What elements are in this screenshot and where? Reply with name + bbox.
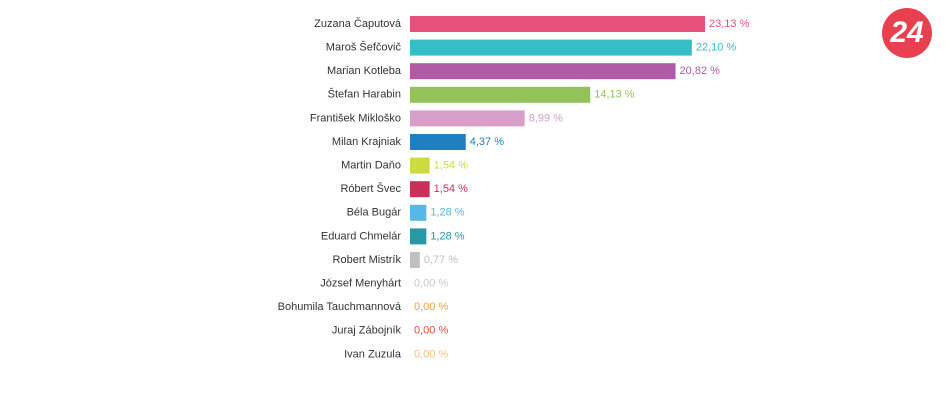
bar	[410, 228, 427, 245]
category-label: Zuzana Čaputová	[314, 17, 402, 30]
category-label: Maroš Šefčovič	[326, 41, 402, 54]
category-label: Milan Krajniak	[332, 136, 402, 148]
category-label: Eduard Chmelár	[321, 230, 401, 242]
value-label: 23,13 %	[709, 18, 750, 30]
bar	[410, 16, 705, 32]
value-label: 8,99 %	[529, 112, 563, 124]
value-label: 0,00 %	[414, 301, 448, 313]
value-label: 0,00 %	[414, 325, 448, 337]
bar	[410, 86, 591, 103]
value-label: 1,54 %	[434, 183, 468, 195]
value-label: 0,77 %	[424, 254, 458, 266]
value-label: 1,28 %	[430, 230, 464, 242]
logo: 24	[889, 16, 924, 49]
bar	[410, 181, 430, 198]
value-label: 22,10 %	[696, 42, 737, 54]
category-label: Béla Bugár	[347, 207, 402, 219]
category-label: Marian Kotleba	[327, 65, 402, 77]
category-label: Róbert Švec	[340, 182, 401, 195]
category-label: František Mikloško	[310, 112, 401, 124]
value-label: 0,00 %	[414, 278, 448, 290]
value-label: 0,00 %	[414, 348, 448, 360]
bar	[410, 134, 466, 150]
category-label: Štefan Harabin	[328, 88, 401, 101]
bar	[410, 39, 692, 56]
value-label: 1,28 %	[430, 207, 464, 219]
bar	[410, 110, 525, 127]
bar	[410, 252, 420, 268]
category-label: Bohumila Tauchmannová	[278, 301, 402, 313]
value-label: 14,13 %	[594, 89, 635, 101]
category-label: Robert Mistrík	[333, 254, 402, 266]
value-label: 4,37 %	[470, 136, 504, 148]
category-label: Martin Daňo	[341, 160, 401, 172]
category-label: Juraj Zábojník	[332, 325, 402, 337]
value-label: 20,82 %	[680, 65, 721, 77]
bar	[410, 157, 430, 174]
category-label: Ivan Zuzula	[344, 348, 402, 360]
category-label: József Menyhárt	[320, 278, 401, 290]
bar	[410, 63, 676, 80]
logo-badge	[882, 8, 932, 58]
bar	[410, 204, 427, 221]
value-label: 1,54 %	[434, 160, 468, 172]
